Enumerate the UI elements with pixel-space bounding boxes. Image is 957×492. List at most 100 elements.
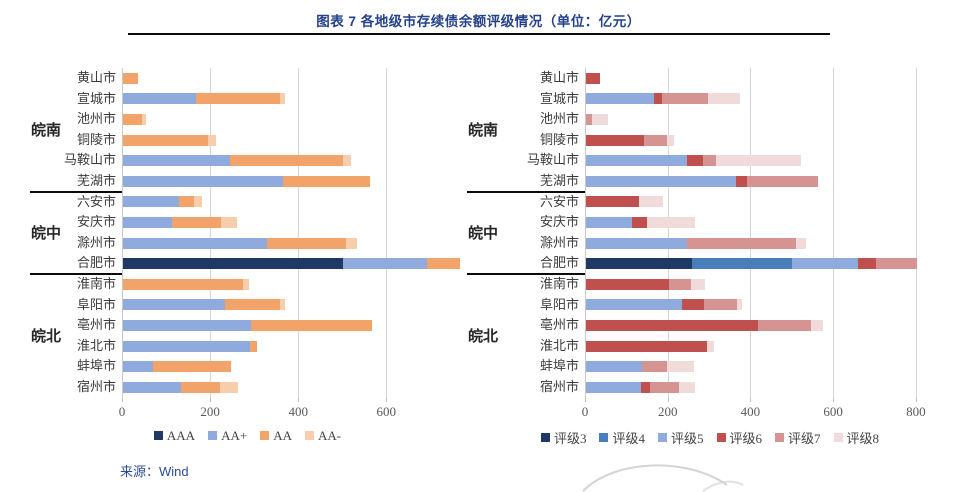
legend-label: AA+ [221,427,248,443]
legend-swatch [153,431,163,441]
axis-tick-label: 200 [657,403,678,419]
bar-row [123,196,203,208]
legend-swatch [304,431,314,441]
legend-item: AA- [304,428,341,444]
bar-segment [250,320,372,331]
legend-swatch [208,431,218,441]
bar-segment [123,196,179,208]
bar-segment [586,114,593,125]
bar-row [123,134,217,146]
category-label: 滁州市 [76,234,116,250]
bar-segment [586,361,642,373]
axis-tick [122,397,123,402]
legend-label: 评级7 [788,430,821,446]
bar-segment [682,299,704,311]
bar-segment [796,237,807,249]
group-separator [467,273,585,275]
bar-row [586,340,714,352]
group-separator [30,273,122,275]
group-label: 皖南 [31,122,62,140]
category-label: 池州市 [76,111,116,127]
bar-row [586,114,608,125]
legend-label: 评级8 [846,430,880,446]
bar-segment [691,258,792,270]
category-label: 马鞍山市 [526,152,579,168]
group-label: 皖中 [31,225,62,243]
bar-segment [123,93,196,105]
title-underline [128,33,830,35]
bar-row [586,72,601,84]
legend-swatch [657,432,667,442]
axis-tick [750,397,752,402]
gridline [915,68,917,398]
bar-segment [632,217,648,228]
bar-row [586,299,743,311]
bar-segment [654,93,663,105]
bar-row [123,175,370,187]
bar-segment [586,340,708,352]
legend-label: AAA [166,427,196,443]
axis-tick [386,397,388,402]
axis-tick [585,397,586,402]
bar-segment [643,134,667,146]
legend-item: 评级3 [540,428,586,447]
bar-segment [586,93,655,105]
plot-area [122,68,462,398]
bar-segment [123,258,343,270]
category-label: 亳州市 [539,317,579,333]
bar-row [123,258,460,270]
bar-row [586,258,917,270]
gridline [298,68,300,398]
bar-segment [123,340,250,352]
category-label: 亳州市 [76,317,116,333]
category-label: 宣城市 [539,90,579,106]
bar-row [123,361,232,373]
bar-segment [586,196,639,208]
legend-swatch [599,432,609,442]
bar-segment [123,237,267,249]
category-label: 蚌埠市 [539,358,579,374]
legend-swatch [833,432,843,442]
legend-item: 评级7 [775,428,821,447]
category-label: 阜阳市 [76,296,116,312]
bar-segment [736,175,748,187]
bar-segment [195,93,281,105]
bar-row [586,381,695,393]
axis-tick-label: 600 [823,403,843,419]
bar-segment [592,114,608,125]
gridline [667,68,669,398]
bar-segment [586,175,737,187]
bar-segment [123,381,182,393]
bar-segment [586,299,682,311]
chart-legend: 评级3 评级4 评级5 评级6 评级7 评级8 [467,428,953,447]
bar-segment [703,299,738,311]
group-label: 皖中 [468,225,499,243]
category-label: 淮南市 [76,276,116,291]
group-separator [467,190,585,193]
bar-row [123,237,357,249]
bar-segment [282,175,370,187]
category-label: 淮北市 [539,337,579,353]
bar-segment [703,155,716,167]
legend-label: AA [273,427,292,443]
gridline [750,68,752,398]
bar-segment [207,134,217,146]
bar-row [123,93,285,105]
bar-segment [666,361,694,373]
bar-segment [707,340,714,352]
axis-tick-label: 400 [288,403,308,419]
group-separator [30,190,122,193]
bar-segment [638,196,664,208]
bar-row [123,340,257,352]
plot-area [585,68,920,398]
category-label: 安庆市 [539,214,579,230]
category-label: 蚌埠市 [76,358,116,374]
bar-segment [586,258,692,270]
bar-segment [153,361,232,373]
bar-segment [220,381,238,393]
bar-segment [280,93,285,105]
category-label: 铜陵市 [539,131,579,147]
legend-item: 评级5 [657,428,704,447]
category-label: 安庆市 [76,214,116,230]
